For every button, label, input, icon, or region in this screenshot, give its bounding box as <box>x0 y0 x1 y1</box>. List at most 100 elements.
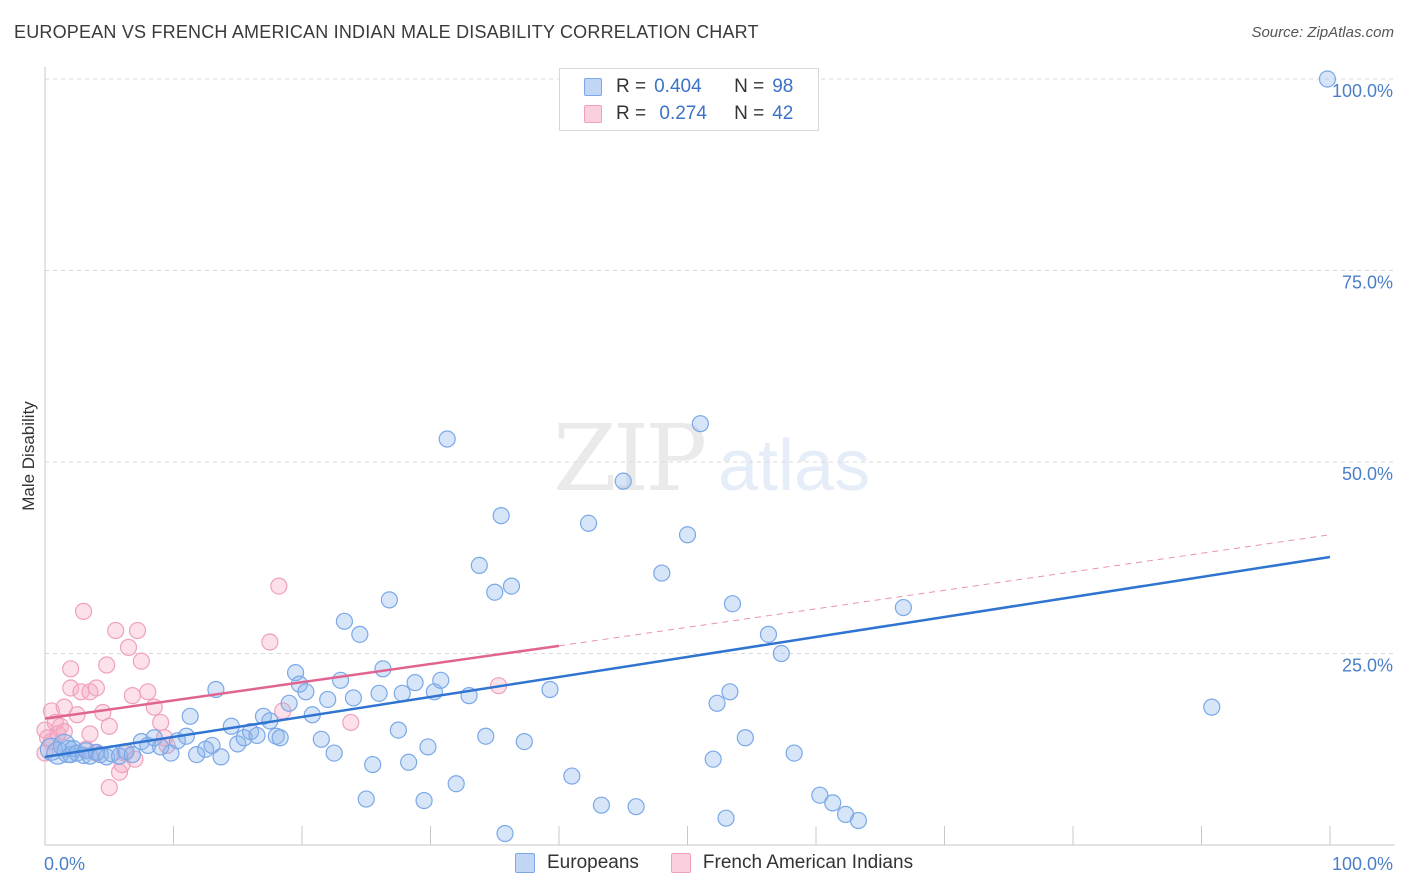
legend-n-value: 98 <box>772 76 794 97</box>
data-point-europeans <box>203 736 221 755</box>
data-point-europeans <box>894 598 912 617</box>
data-point-europeans <box>325 744 343 762</box>
data-point-europeans <box>400 753 418 771</box>
chart-title: EUROPEAN VS FRENCH AMERICAN INDIAN MALE … <box>14 22 759 42</box>
data-point-europeans <box>678 526 697 544</box>
data-point-europeans <box>492 507 510 525</box>
data-point-europeans <box>563 767 581 785</box>
data-point-europeans <box>691 415 709 433</box>
data-point-europeans <box>271 729 289 747</box>
data-point-europeans <box>235 729 253 747</box>
data-point-europeans <box>708 694 726 712</box>
data-point-europeans <box>477 727 495 745</box>
data-point-french-american-indians <box>139 683 157 701</box>
data-point-europeans <box>123 746 141 764</box>
series-legend: Europeans French American Indians <box>515 852 945 874</box>
legend-r-label: R = <box>616 103 647 124</box>
trend-line-french-american-indians <box>44 644 560 720</box>
data-point-french-american-indians <box>62 660 80 678</box>
watermark-zip: ZIP <box>553 405 707 512</box>
data-point-europeans <box>181 707 199 725</box>
data-point-europeans <box>785 744 803 762</box>
data-point-europeans <box>717 809 735 827</box>
data-point-europeans <box>723 595 742 613</box>
data-point-europeans <box>357 790 375 808</box>
data-point-europeans <box>579 514 598 532</box>
data-point-europeans <box>331 671 350 689</box>
points-europeans <box>39 70 1337 843</box>
data-point-french-american-indians <box>342 713 360 732</box>
data-point-french-american-indians <box>100 717 118 735</box>
legend-swatch-blue <box>584 78 602 96</box>
trend-lines <box>44 534 1331 759</box>
data-point-europeans <box>312 730 330 748</box>
y-tick-label: 50.0% <box>1342 464 1393 484</box>
data-point-europeans <box>380 591 398 609</box>
data-point-europeans <box>772 644 790 663</box>
data-point-europeans <box>614 472 632 490</box>
data-point-europeans <box>704 750 722 768</box>
y-axis-label: Male Disability <box>19 401 38 511</box>
data-point-europeans <box>389 721 407 739</box>
grid-lines <box>45 78 1395 654</box>
series-legend-french-american-indians: French American Indians <box>670 852 914 874</box>
data-point-europeans <box>248 726 266 745</box>
data-point-europeans <box>502 577 521 595</box>
tick-labels: 100.0% 75.0% 50.0% 25.0% 0.0% 100.0% Male Disa… <box>19 81 1393 874</box>
data-point-europeans <box>736 729 754 747</box>
data-point-french-american-indians <box>270 577 288 595</box>
data-point-europeans <box>351 625 369 643</box>
series-swatch-pink <box>670 853 691 873</box>
watermark-atlas: atlas <box>718 426 871 506</box>
data-point-french-american-indians <box>107 621 125 640</box>
data-point-europeans <box>188 746 206 764</box>
trend-line-extension-french-american-indians <box>558 534 1331 647</box>
x-tick-label-min: 0.0% <box>44 854 85 874</box>
series-legend-label: Europeans <box>547 852 639 873</box>
data-point-europeans <box>344 689 362 707</box>
data-point-europeans <box>721 683 739 701</box>
data-point-europeans <box>212 748 230 766</box>
data-point-europeans <box>811 786 829 804</box>
legend-n-label: N = <box>734 103 765 124</box>
data-point-europeans <box>319 690 337 709</box>
legend-row-europeans: R = 0.404 N = 98 <box>584 74 793 100</box>
data-point-europeans <box>335 612 354 630</box>
x-tick-label-max: 100.0% <box>1332 854 1393 874</box>
data-point-europeans <box>229 735 247 753</box>
legend-n-label: N = <box>734 76 765 97</box>
data-point-french-american-indians <box>62 679 80 697</box>
data-point-europeans <box>364 755 382 774</box>
data-point-europeans <box>759 625 778 643</box>
series-legend-europeans: Europeans <box>515 852 639 874</box>
data-point-europeans <box>1318 70 1337 88</box>
data-point-europeans <box>653 564 671 582</box>
series-legend-label: French American Indians <box>702 852 914 873</box>
y-tick-label: 100.0% <box>1332 81 1393 101</box>
points-french-american-indians <box>36 577 508 797</box>
data-point-europeans <box>849 811 868 830</box>
data-point-french-american-indians <box>87 679 106 697</box>
data-point-europeans <box>541 680 559 699</box>
data-point-europeans <box>370 684 388 702</box>
legend-swatch-pink <box>584 105 602 123</box>
data-point-europeans <box>297 683 315 701</box>
data-point-french-american-indians <box>261 633 279 651</box>
data-point-europeans <box>447 775 465 793</box>
data-point-french-american-indians <box>152 713 170 732</box>
data-point-europeans <box>592 796 611 814</box>
data-point-europeans <box>486 583 504 601</box>
data-point-europeans <box>515 732 533 751</box>
trend-line-europeans <box>44 555 1331 759</box>
data-point-europeans <box>438 430 456 448</box>
data-point-europeans <box>280 694 298 712</box>
data-point-french-american-indians <box>128 621 147 640</box>
data-point-europeans <box>415 791 433 810</box>
legend-r-value: 0.274 <box>654 103 707 124</box>
legend-r-label: R = <box>616 76 647 97</box>
legend-r-value: 0.404 <box>654 76 702 97</box>
data-point-europeans <box>98 748 116 766</box>
data-point-europeans <box>393 684 411 702</box>
data-point-europeans <box>1203 698 1221 716</box>
